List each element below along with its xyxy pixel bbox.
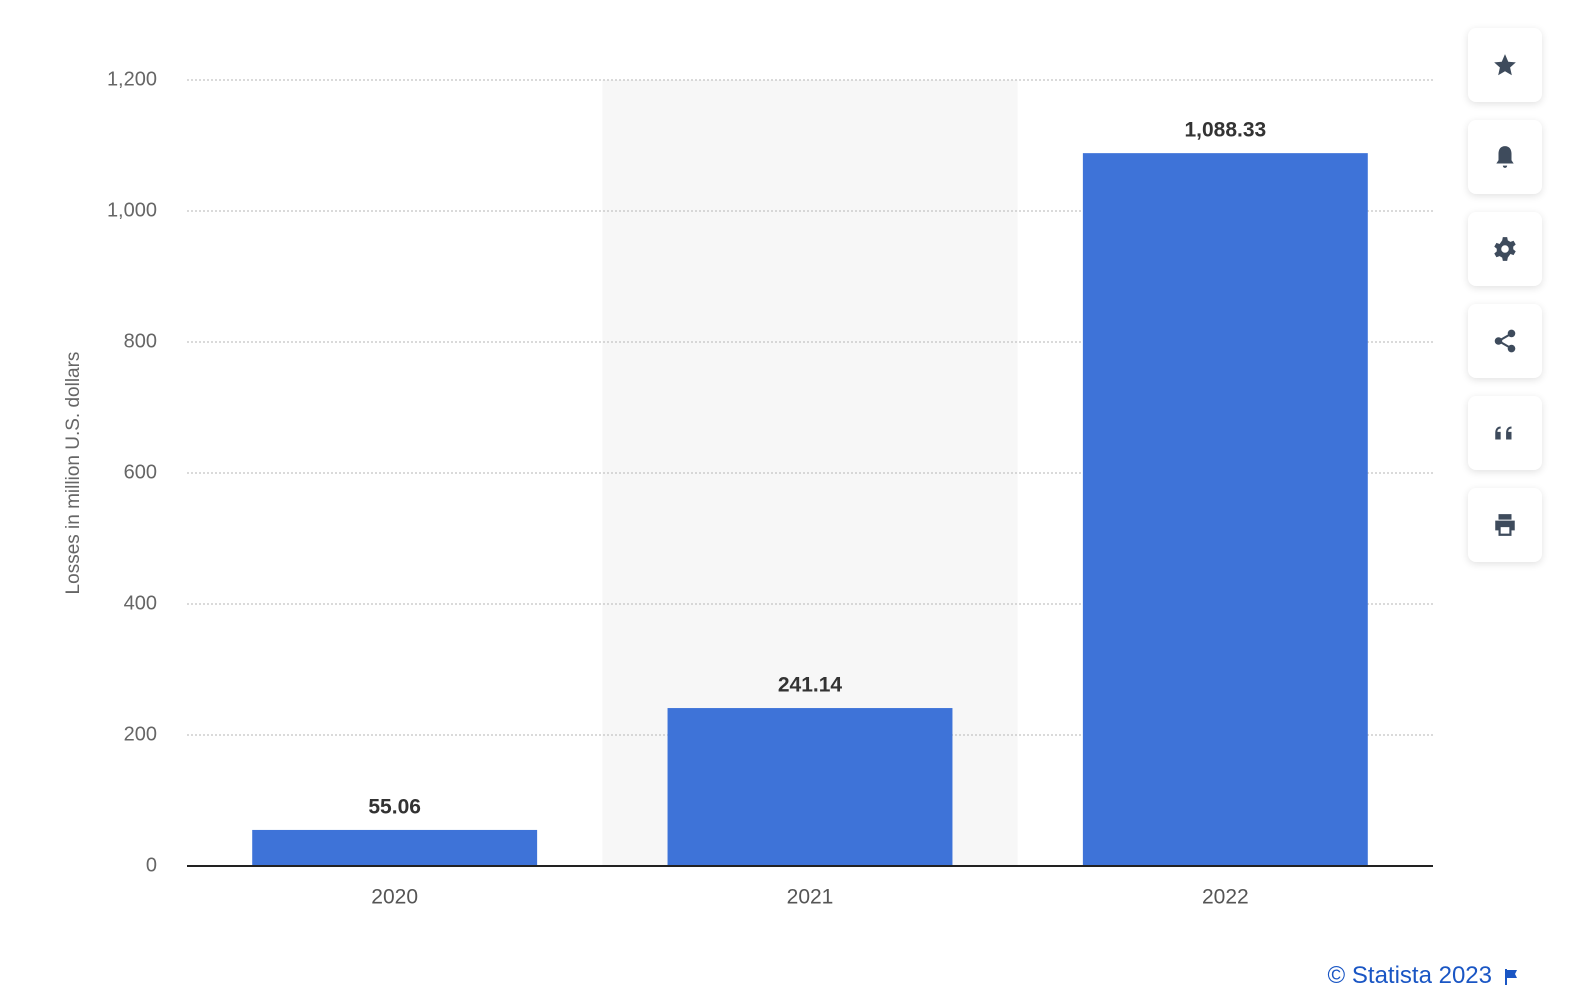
y-tick-label: 600 bbox=[124, 461, 157, 483]
share-icon bbox=[1494, 329, 1516, 353]
x-tick-label: 2022 bbox=[1202, 886, 1249, 909]
credit[interactable]: © Statista 2023 bbox=[1327, 962, 1492, 989]
flag-icon bbox=[1505, 969, 1517, 985]
y-tick-label: 0 bbox=[146, 854, 157, 876]
bell-icon bbox=[1496, 146, 1514, 168]
share-button[interactable] bbox=[1468, 304, 1542, 378]
y-tick-label: 800 bbox=[124, 330, 157, 352]
bar bbox=[252, 829, 538, 866]
print-icon bbox=[1495, 514, 1515, 536]
bar bbox=[667, 708, 953, 866]
notification-button[interactable] bbox=[1468, 120, 1542, 194]
y-tick-label: 400 bbox=[124, 592, 157, 614]
x-tick-label: 2020 bbox=[371, 886, 418, 909]
cite-button[interactable] bbox=[1468, 396, 1542, 470]
star-icon bbox=[1494, 54, 1516, 76]
value-label: 241.14 bbox=[778, 674, 843, 697]
y-tick-label: 1,000 bbox=[107, 199, 157, 221]
chart: Losses in million U.S. dollars 0 200 400 60… bbox=[63, 68, 1433, 909]
x-tick-label: 2021 bbox=[787, 886, 834, 909]
value-label: 1,088.33 bbox=[1184, 119, 1266, 142]
y-tick-label: 1,200 bbox=[107, 68, 157, 90]
y-axis-label: Losses in million U.S. dollars bbox=[63, 352, 84, 595]
favorite-button[interactable] bbox=[1468, 28, 1542, 102]
gear-icon bbox=[1494, 237, 1516, 261]
print-button[interactable] bbox=[1468, 488, 1542, 562]
y-tick-label: 200 bbox=[124, 723, 157, 745]
bar bbox=[1082, 153, 1368, 866]
settings-button[interactable] bbox=[1468, 212, 1542, 286]
value-label: 55.06 bbox=[368, 795, 421, 818]
quote-icon bbox=[1495, 426, 1512, 440]
